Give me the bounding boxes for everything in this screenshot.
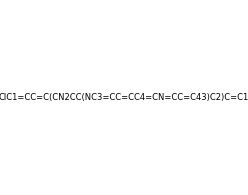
- Text: ClC1=CC=C(CN2CC(NC3=CC=CC4=CN=CC=C43)C2)C=C1: ClC1=CC=C(CN2CC(NC3=CC=CC4=CN=CC=C43)C2)…: [0, 93, 248, 102]
